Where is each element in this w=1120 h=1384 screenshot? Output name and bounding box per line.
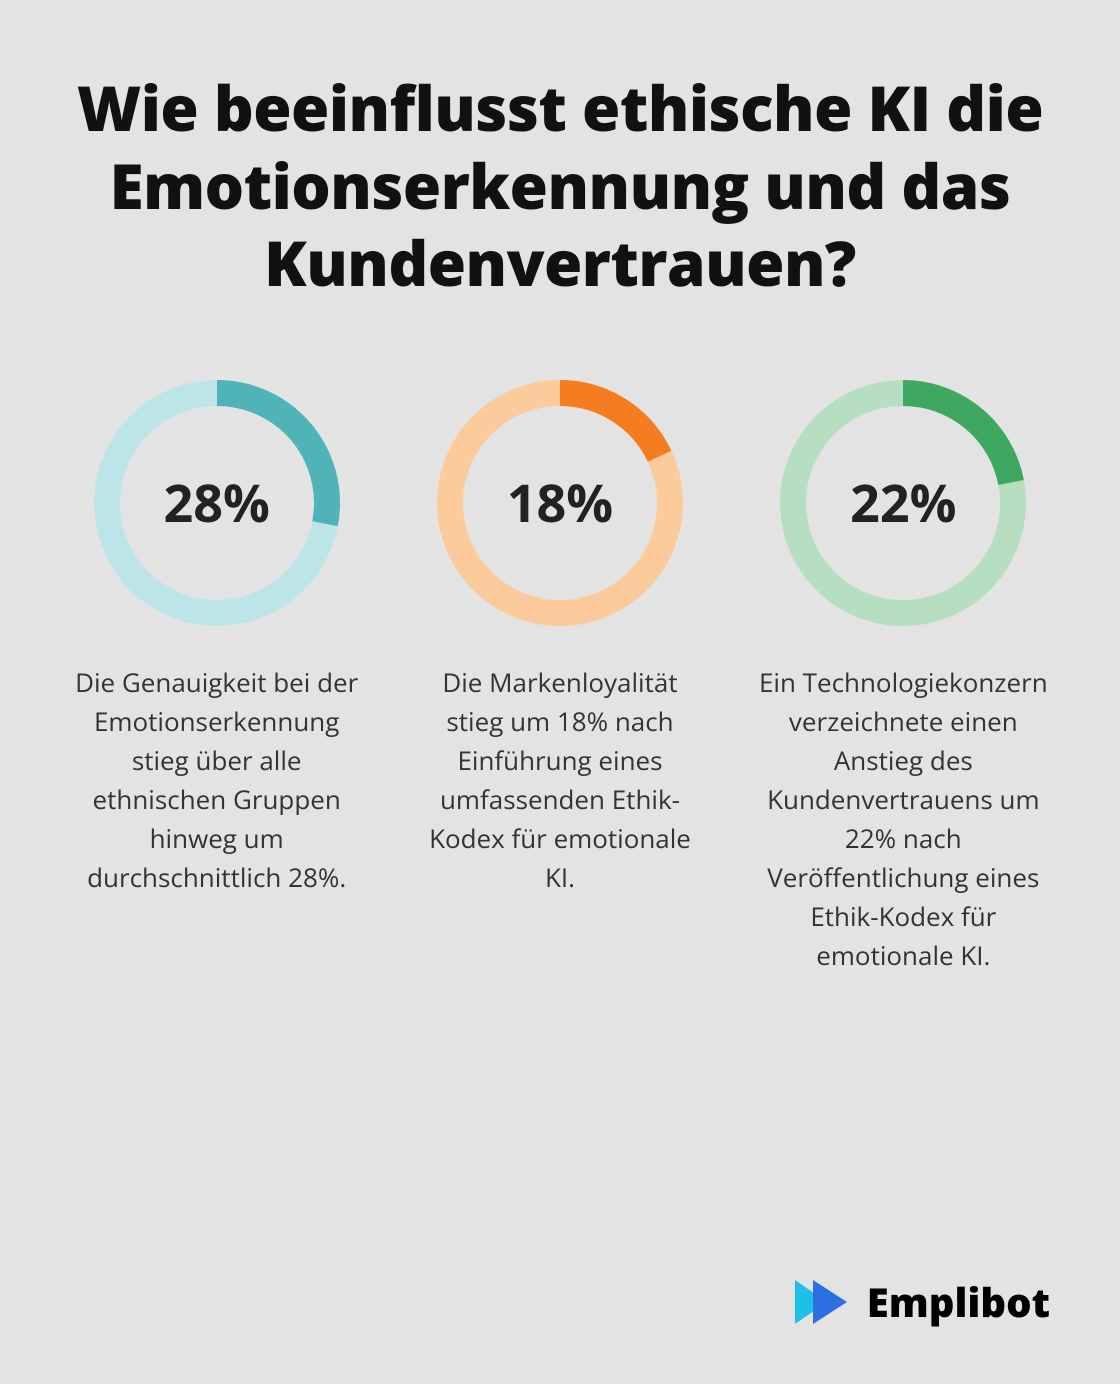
donut-value-label: 18% — [430, 373, 690, 633]
donut-value-label: 22% — [773, 373, 1033, 633]
stat-accuracy: 28% Die Genauigkeit bei der Emotionserke… — [60, 373, 373, 975]
stat-description: Die Genauigkeit bei der Emotionserkennun… — [60, 663, 373, 897]
page-title: Wie beeinflusst ethische KI die Emotions… — [60, 70, 1060, 303]
stat-description: Die Markenloyalität stieg um 18% nach Ei… — [403, 663, 716, 897]
donut-value-label: 28% — [87, 373, 347, 633]
stat-loyalty: 18% Die Markenloyalität stieg um 18% nac… — [403, 373, 716, 975]
stat-description: Ein Technologiekonzern verzeichnete eine… — [747, 663, 1060, 975]
donut-chart-trust: 22% — [773, 373, 1033, 633]
donut-chart-loyalty: 18% — [430, 373, 690, 633]
play-icon — [793, 1278, 857, 1326]
donut-chart-accuracy: 28% — [87, 373, 347, 633]
brand-name: Emplibot — [867, 1274, 1050, 1329]
play-triangle-front — [813, 1280, 847, 1324]
brand-logo: Emplibot — [793, 1274, 1050, 1329]
stats-container: 28% Die Genauigkeit bei der Emotionserke… — [60, 373, 1060, 975]
stat-trust: 22% Ein Technologiekonzern verzeichnete … — [747, 373, 1060, 975]
